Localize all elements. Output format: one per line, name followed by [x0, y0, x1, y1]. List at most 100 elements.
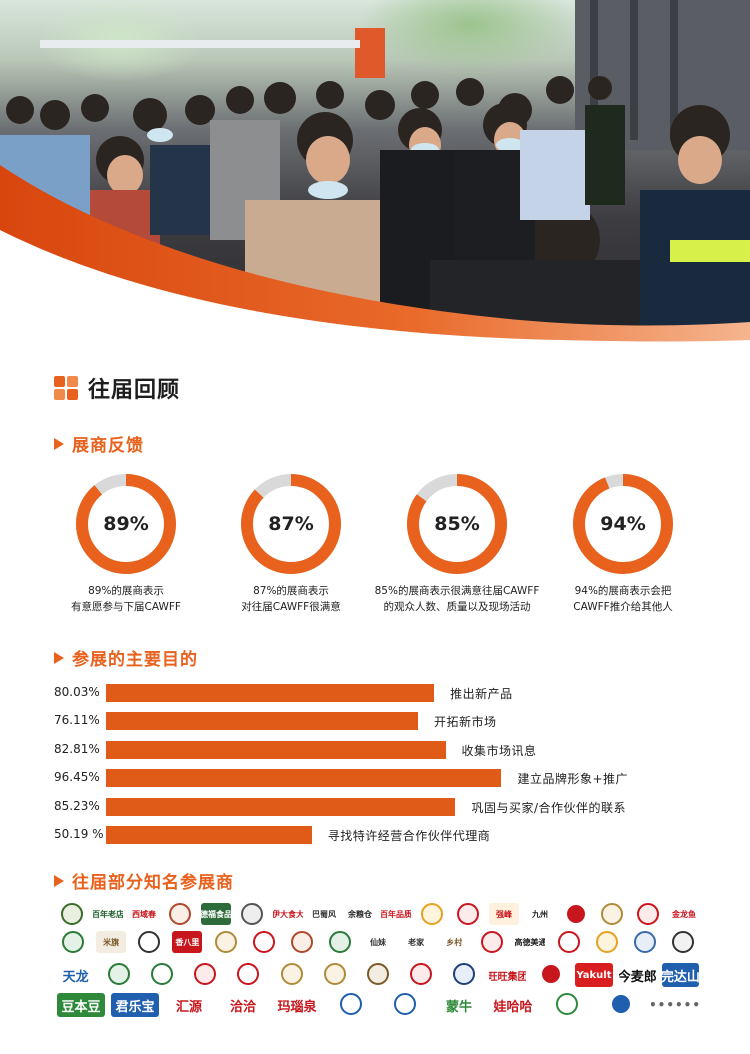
- exhibitor-logo: [671, 931, 694, 953]
- feedback-heading-text: 展商反馈: [72, 436, 144, 456]
- exhibitor-logo: 今麦郎: [618, 963, 656, 987]
- exhibitor-logo: [61, 903, 83, 925]
- exhibitor-logo: 玛瑙泉: [273, 993, 321, 1017]
- exhibitor-logo: [481, 931, 504, 953]
- bar-category-label: 开拓新市场: [434, 715, 497, 730]
- caption-line: 94%的展商表示会把: [574, 585, 672, 597]
- exhibitors-heading: 往届部分知名参展商: [54, 868, 234, 893]
- exhibitor-logo: [595, 931, 618, 953]
- exhibitor-logo: 金龙鱼: [669, 903, 699, 925]
- caption-line: 的观众人数、质量以及现场活动: [383, 601, 531, 613]
- bar-category-label: 寻找特许经营合作伙伴代理商: [327, 829, 491, 843]
- exhibitor-logo: [237, 963, 260, 985]
- caption-line: 89%的展商表示: [88, 585, 164, 597]
- bar: [106, 797, 456, 816]
- exhibitor-logo: [328, 931, 351, 953]
- exhibitor-logo: 旺旺集团: [489, 963, 527, 987]
- exhibitor-logo: 君乐宝: [111, 993, 159, 1017]
- donut-value: 87%: [268, 513, 314, 535]
- purposes-heading-text: 参展的主要目的: [72, 650, 198, 670]
- bar-value-label: 50.19 %: [54, 827, 104, 841]
- exhibitor-logo: [280, 963, 303, 985]
- exhibitor-logo: [457, 903, 479, 925]
- exhibitor-logo: [138, 931, 161, 953]
- exhibitor-logo: [556, 993, 578, 1015]
- section-title-text: 往届回顾: [88, 378, 181, 403]
- exhibitor-logo: 娃哈哈: [489, 993, 537, 1017]
- bar: [106, 826, 312, 844]
- donut-chart: 94%: [571, 472, 675, 576]
- exhibitor-logo: [633, 931, 656, 953]
- donut-value: 89%: [103, 513, 149, 535]
- arrow-right-icon: [54, 874, 64, 887]
- section-title: 往届回顾: [54, 372, 180, 404]
- caption-line: 85%的展商表示很满意往届CAWFF: [374, 585, 540, 597]
- exhibitor-logo: [252, 931, 275, 953]
- exhibitor-logo: 百年老店: [93, 903, 123, 925]
- arrow-right-icon: [54, 651, 64, 664]
- exhibitor-logo: [453, 963, 476, 985]
- exhibitor-logo: 完达山: [661, 963, 699, 987]
- exhibitor-logo: [410, 963, 433, 985]
- caption-line: CAWFF推介给其他人: [573, 601, 673, 613]
- bar-value-label: 76.11%: [54, 713, 100, 728]
- exhibitor-logo: 洽洽: [219, 993, 267, 1017]
- exhibitor-logo: [323, 963, 346, 985]
- caption-line: 对往届CAWFF很满意: [241, 601, 341, 613]
- bar-value-label: 96.45%: [54, 770, 100, 785]
- exhibitor-logo: 德福食品: [201, 903, 231, 925]
- bar-value-label: 85.23%: [54, 798, 100, 813]
- hero-banner: [0, 0, 750, 345]
- bar-row: 76.11% 开拓新市场: [54, 711, 734, 731]
- bar-value-label: 80.03%: [54, 685, 100, 699]
- bar-row: 80.03% 推出新产品: [54, 683, 734, 703]
- exhibitor-logo: [290, 931, 313, 953]
- caption-line: 87%的展商表示: [253, 585, 329, 597]
- caption-line: 有意愿参与下届CAWFF: [71, 601, 181, 613]
- donut-caption: 94%的展商表示会把 CAWFF推介给其他人: [528, 583, 718, 615]
- exhibitor-logo: [151, 963, 173, 985]
- donut-caption: 85%的展商表示很满意往届CAWFF 的观众人数、质量以及现场活动: [362, 583, 552, 615]
- bar-category-label: 建立品牌形象+推广: [517, 772, 628, 787]
- exhibitor-logo: 米旗: [96, 931, 127, 953]
- grid-squares-icon: [54, 376, 78, 400]
- donut-value: 85%: [434, 513, 480, 535]
- donut-value: 94%: [600, 513, 646, 535]
- exhibitor-logo: [601, 903, 623, 925]
- exhibitor-logo: [637, 903, 659, 925]
- exhibitor-logo: 蒙牛: [435, 993, 483, 1017]
- bar-row: 85.23% 巩固与买家/合作伙伴的联系: [54, 797, 734, 817]
- purposes-heading: 参展的主要目的: [54, 645, 198, 670]
- exhibitor-logo: [340, 993, 362, 1015]
- exhibitor-logo: 巴蜀风: [309, 903, 339, 925]
- exhibitor-logo: 乡村: [439, 931, 470, 953]
- exhibitor-logo: 豆本豆: [57, 993, 105, 1017]
- exhibitor-logo: 九州: [525, 903, 555, 925]
- exhibitor-logo: [214, 931, 237, 953]
- exhibitor-logo: 老家: [401, 931, 432, 953]
- exhibitor-logo: 仙妹: [363, 931, 393, 953]
- exhibitor-logo: ••••••: [651, 993, 699, 1017]
- exhibitor-logo: [557, 931, 580, 953]
- donut-chart: 85%: [405, 472, 509, 576]
- bar: [106, 712, 419, 731]
- exhibitor-logo: [610, 993, 632, 1015]
- donut-chart: 87%: [239, 472, 343, 576]
- bar-row: 96.45% 建立品牌形象+推广: [54, 768, 734, 788]
- exhibitor-logo: [62, 931, 85, 953]
- exhibitor-logo: [194, 963, 217, 985]
- feedback-heading: 展商反馈: [54, 431, 144, 456]
- exhibitor-logo: [241, 903, 263, 925]
- bar: [106, 684, 435, 702]
- bar-row: 50.19 % 寻找特许经营合作伙伴代理商: [54, 825, 734, 845]
- exhibitor-logo: 余粮仓: [345, 903, 375, 925]
- exhibitor-logo: [539, 963, 562, 985]
- exhibitor-logo: [421, 903, 443, 925]
- exhibitor-logo: Yakult: [575, 963, 613, 987]
- exhibitor-logo: 百年品质: [381, 903, 411, 925]
- exhibitor-logo: 天龙: [57, 963, 95, 987]
- bar-category-label: 巩固与买家/合作伙伴的联系: [471, 800, 626, 815]
- exhibitor-logo: 汇源: [165, 993, 213, 1017]
- exhibitor-logo: [394, 993, 416, 1015]
- exhibitor-logo: 高德美通: [515, 931, 546, 953]
